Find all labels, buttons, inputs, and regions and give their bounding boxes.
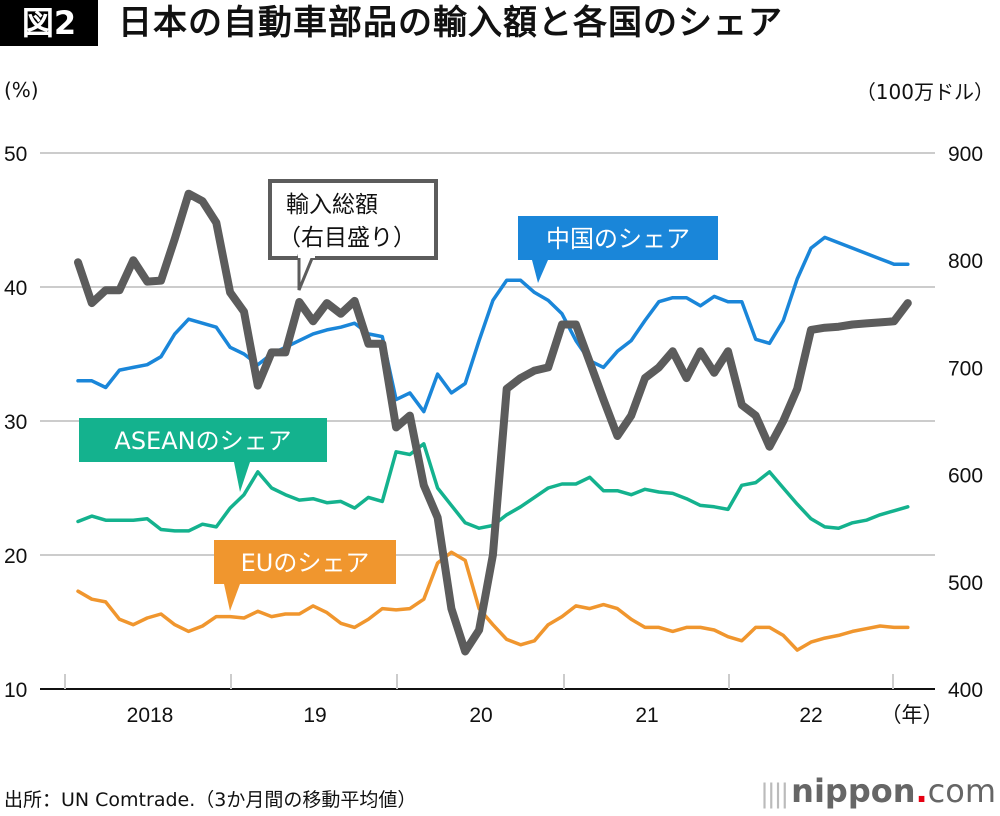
- callouts: 中国のシェア ASEANのシェア EUのシェア 輸入総額 （右目盛り）: [79, 179, 718, 611]
- x-tick-label: 21: [635, 704, 658, 727]
- x-axis: 2018 19 20 21 22 （年）: [40, 674, 944, 727]
- logo-bars-icon: ||||: [760, 779, 789, 809]
- right-tick-label: 600: [948, 465, 983, 488]
- left-tick-label: 30: [4, 411, 27, 434]
- x-tick-label: 20: [469, 704, 492, 727]
- left-tick-label: 20: [4, 545, 27, 568]
- callout-import-total-box: [268, 179, 438, 260]
- callout-eu: EUのシェア: [214, 540, 396, 611]
- right-tick-label: 800: [948, 250, 983, 273]
- callout-import-total-pointer: [297, 254, 316, 291]
- callout-eu-text: EUのシェア: [241, 549, 370, 577]
- callout-import-total: 輸入総額 （右目盛り）: [268, 179, 438, 291]
- left-y-axis: 50 40 30 20 10: [4, 143, 27, 702]
- chart-title: 日本の自動車部品の輸入額と各国のシェア: [118, 3, 783, 43]
- callout-import-total-line2: （右目盛り）: [278, 225, 416, 251]
- logo-com: com: [927, 772, 996, 810]
- series-line-eu: [76, 550, 910, 652]
- callout-eu-pointer: [224, 584, 240, 611]
- callout-eu-box: [214, 540, 396, 584]
- callout-china: 中国のシェア: [518, 216, 718, 283]
- right-tick-label: 500: [948, 572, 983, 595]
- series-line-import-total: [74, 189, 912, 656]
- series-lines: [74, 189, 912, 656]
- callout-asean-pointer: [234, 462, 250, 492]
- right-axis-unit: （100万ドル）: [855, 80, 994, 104]
- x-tick-label: 19: [303, 704, 326, 727]
- callout-china-text: 中国のシェア: [546, 225, 690, 253]
- left-tick-label: 40: [4, 277, 27, 300]
- gridlines: [40, 152, 935, 556]
- x-unit-label: （年）: [881, 704, 944, 727]
- left-tick-label: 10: [4, 679, 27, 702]
- logo-main: nippon: [791, 772, 916, 810]
- callout-asean-box: [79, 418, 327, 462]
- callout-import-total-line1: 輸入総額: [286, 192, 378, 218]
- callout-china-pointer: [532, 260, 548, 283]
- callout-asean-text: ASEANのシェア: [114, 427, 291, 455]
- right-tick-label: 900: [948, 143, 983, 166]
- right-y-axis: 900 800 700 600 500 400: [948, 143, 983, 702]
- callout-china-box: [518, 216, 718, 260]
- x-tick-label: 22: [799, 704, 822, 727]
- logo-dot: .: [915, 772, 928, 810]
- series-line-china: [76, 235, 910, 414]
- left-tick-label: 50: [4, 143, 27, 166]
- left-axis-unit: (%): [4, 78, 39, 102]
- callout-asean: ASEANのシェア: [79, 418, 327, 492]
- source-note: 出所：UN Comtrade.（3か月間の移動平均値）: [4, 789, 417, 811]
- nippon-logo: |||| nippon.com: [760, 772, 996, 810]
- x-tick-label: 2018: [127, 704, 174, 727]
- right-tick-label: 400: [948, 679, 983, 702]
- right-tick-label: 700: [948, 357, 983, 380]
- figure-badge: 図2: [0, 0, 98, 46]
